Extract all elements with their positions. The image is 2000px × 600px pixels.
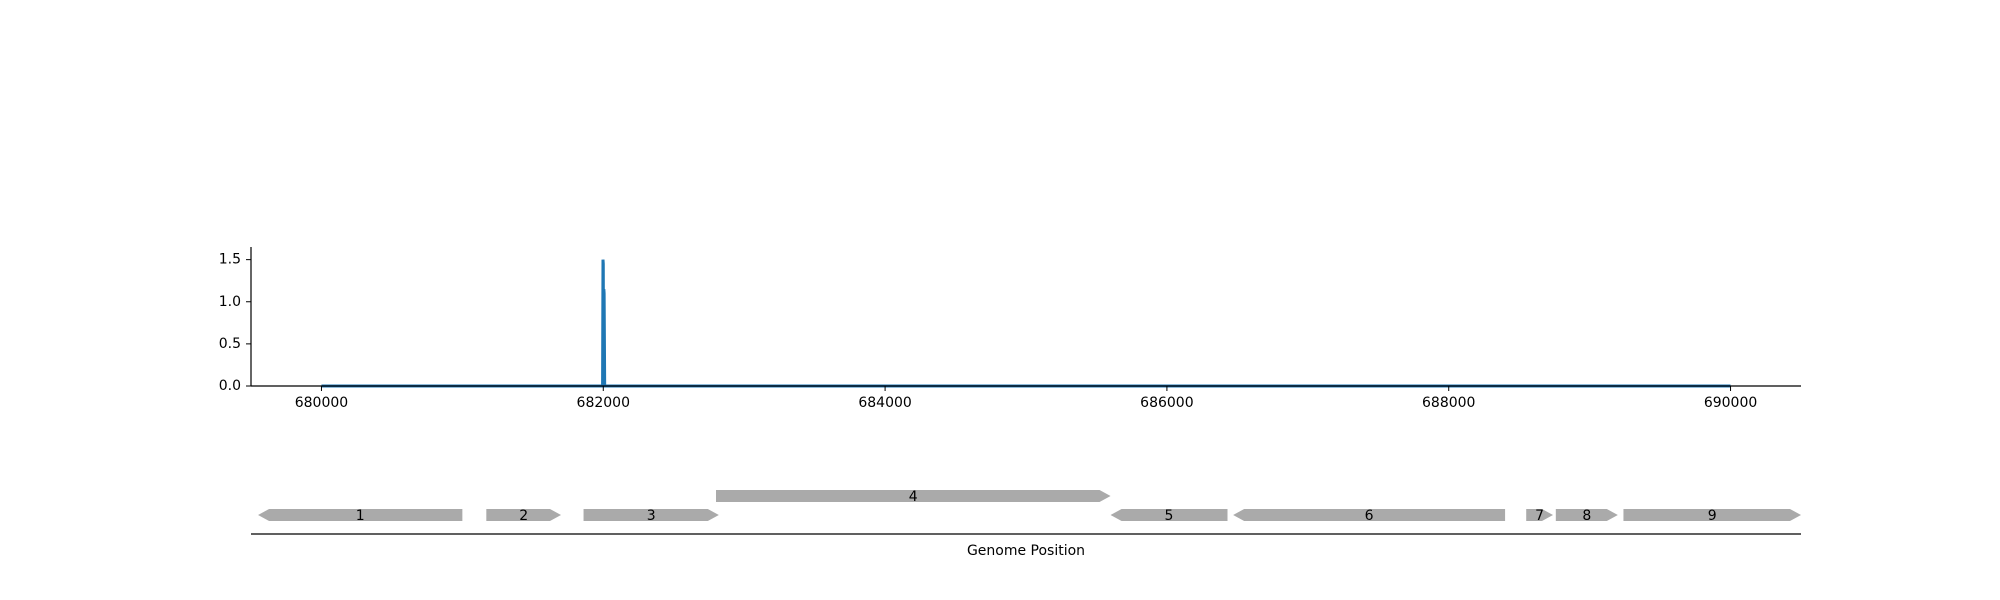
gene-label: 5 [1165, 508, 1174, 524]
gene-label: 1 [356, 508, 365, 524]
y-ticks: 0.0 0.5 1.0 1.5 [219, 252, 251, 394]
signal-series [321, 259, 1731, 388]
gene-arrow [1110, 509, 1228, 521]
x-tick-label: 680000 [295, 395, 348, 411]
x-ticks: 680000 682000 684000 686000 688000 690000 [295, 386, 1757, 411]
gene-label: 7 [1535, 508, 1544, 524]
gene-track: 1 2 3 4 5 6 7 8 9 Genome Position [251, 489, 1801, 559]
gene-label: 3 [647, 508, 656, 524]
gene-arrow [716, 490, 1111, 502]
y-tick-label: 1.5 [219, 252, 241, 268]
x-axis-label: Genome Position [967, 543, 1085, 559]
gene-arrow [583, 509, 719, 521]
gene-arrows: 1 2 3 4 5 6 7 8 9 [258, 489, 1801, 524]
x-tick-label: 684000 [858, 395, 911, 411]
gene-arrow [1526, 509, 1553, 521]
gene-arrow [1555, 509, 1618, 521]
y-tick-label: 0.5 [219, 336, 241, 352]
signal-line [321, 259, 1731, 388]
gene-arrow [486, 509, 561, 521]
gene-label: 8 [1582, 508, 1591, 524]
gene-label: 9 [1708, 508, 1717, 524]
x-tick-label: 686000 [1140, 395, 1193, 411]
x-tick-label: 690000 [1704, 395, 1757, 411]
x-tick-label: 682000 [577, 395, 630, 411]
gene-label: 2 [519, 508, 528, 524]
gene-label: 4 [909, 489, 918, 505]
gene-label: 6 [1365, 508, 1374, 524]
gene-arrow [1233, 509, 1506, 521]
gene-arrow [258, 509, 463, 521]
y-tick-label: 1.0 [219, 294, 241, 310]
x-tick-label: 688000 [1422, 395, 1475, 411]
gene-arrow [1623, 509, 1801, 521]
y-tick-label: 0.0 [219, 378, 241, 394]
signal-plot: 680000 682000 684000 686000 688000 690000 0.0… [219, 247, 1801, 411]
